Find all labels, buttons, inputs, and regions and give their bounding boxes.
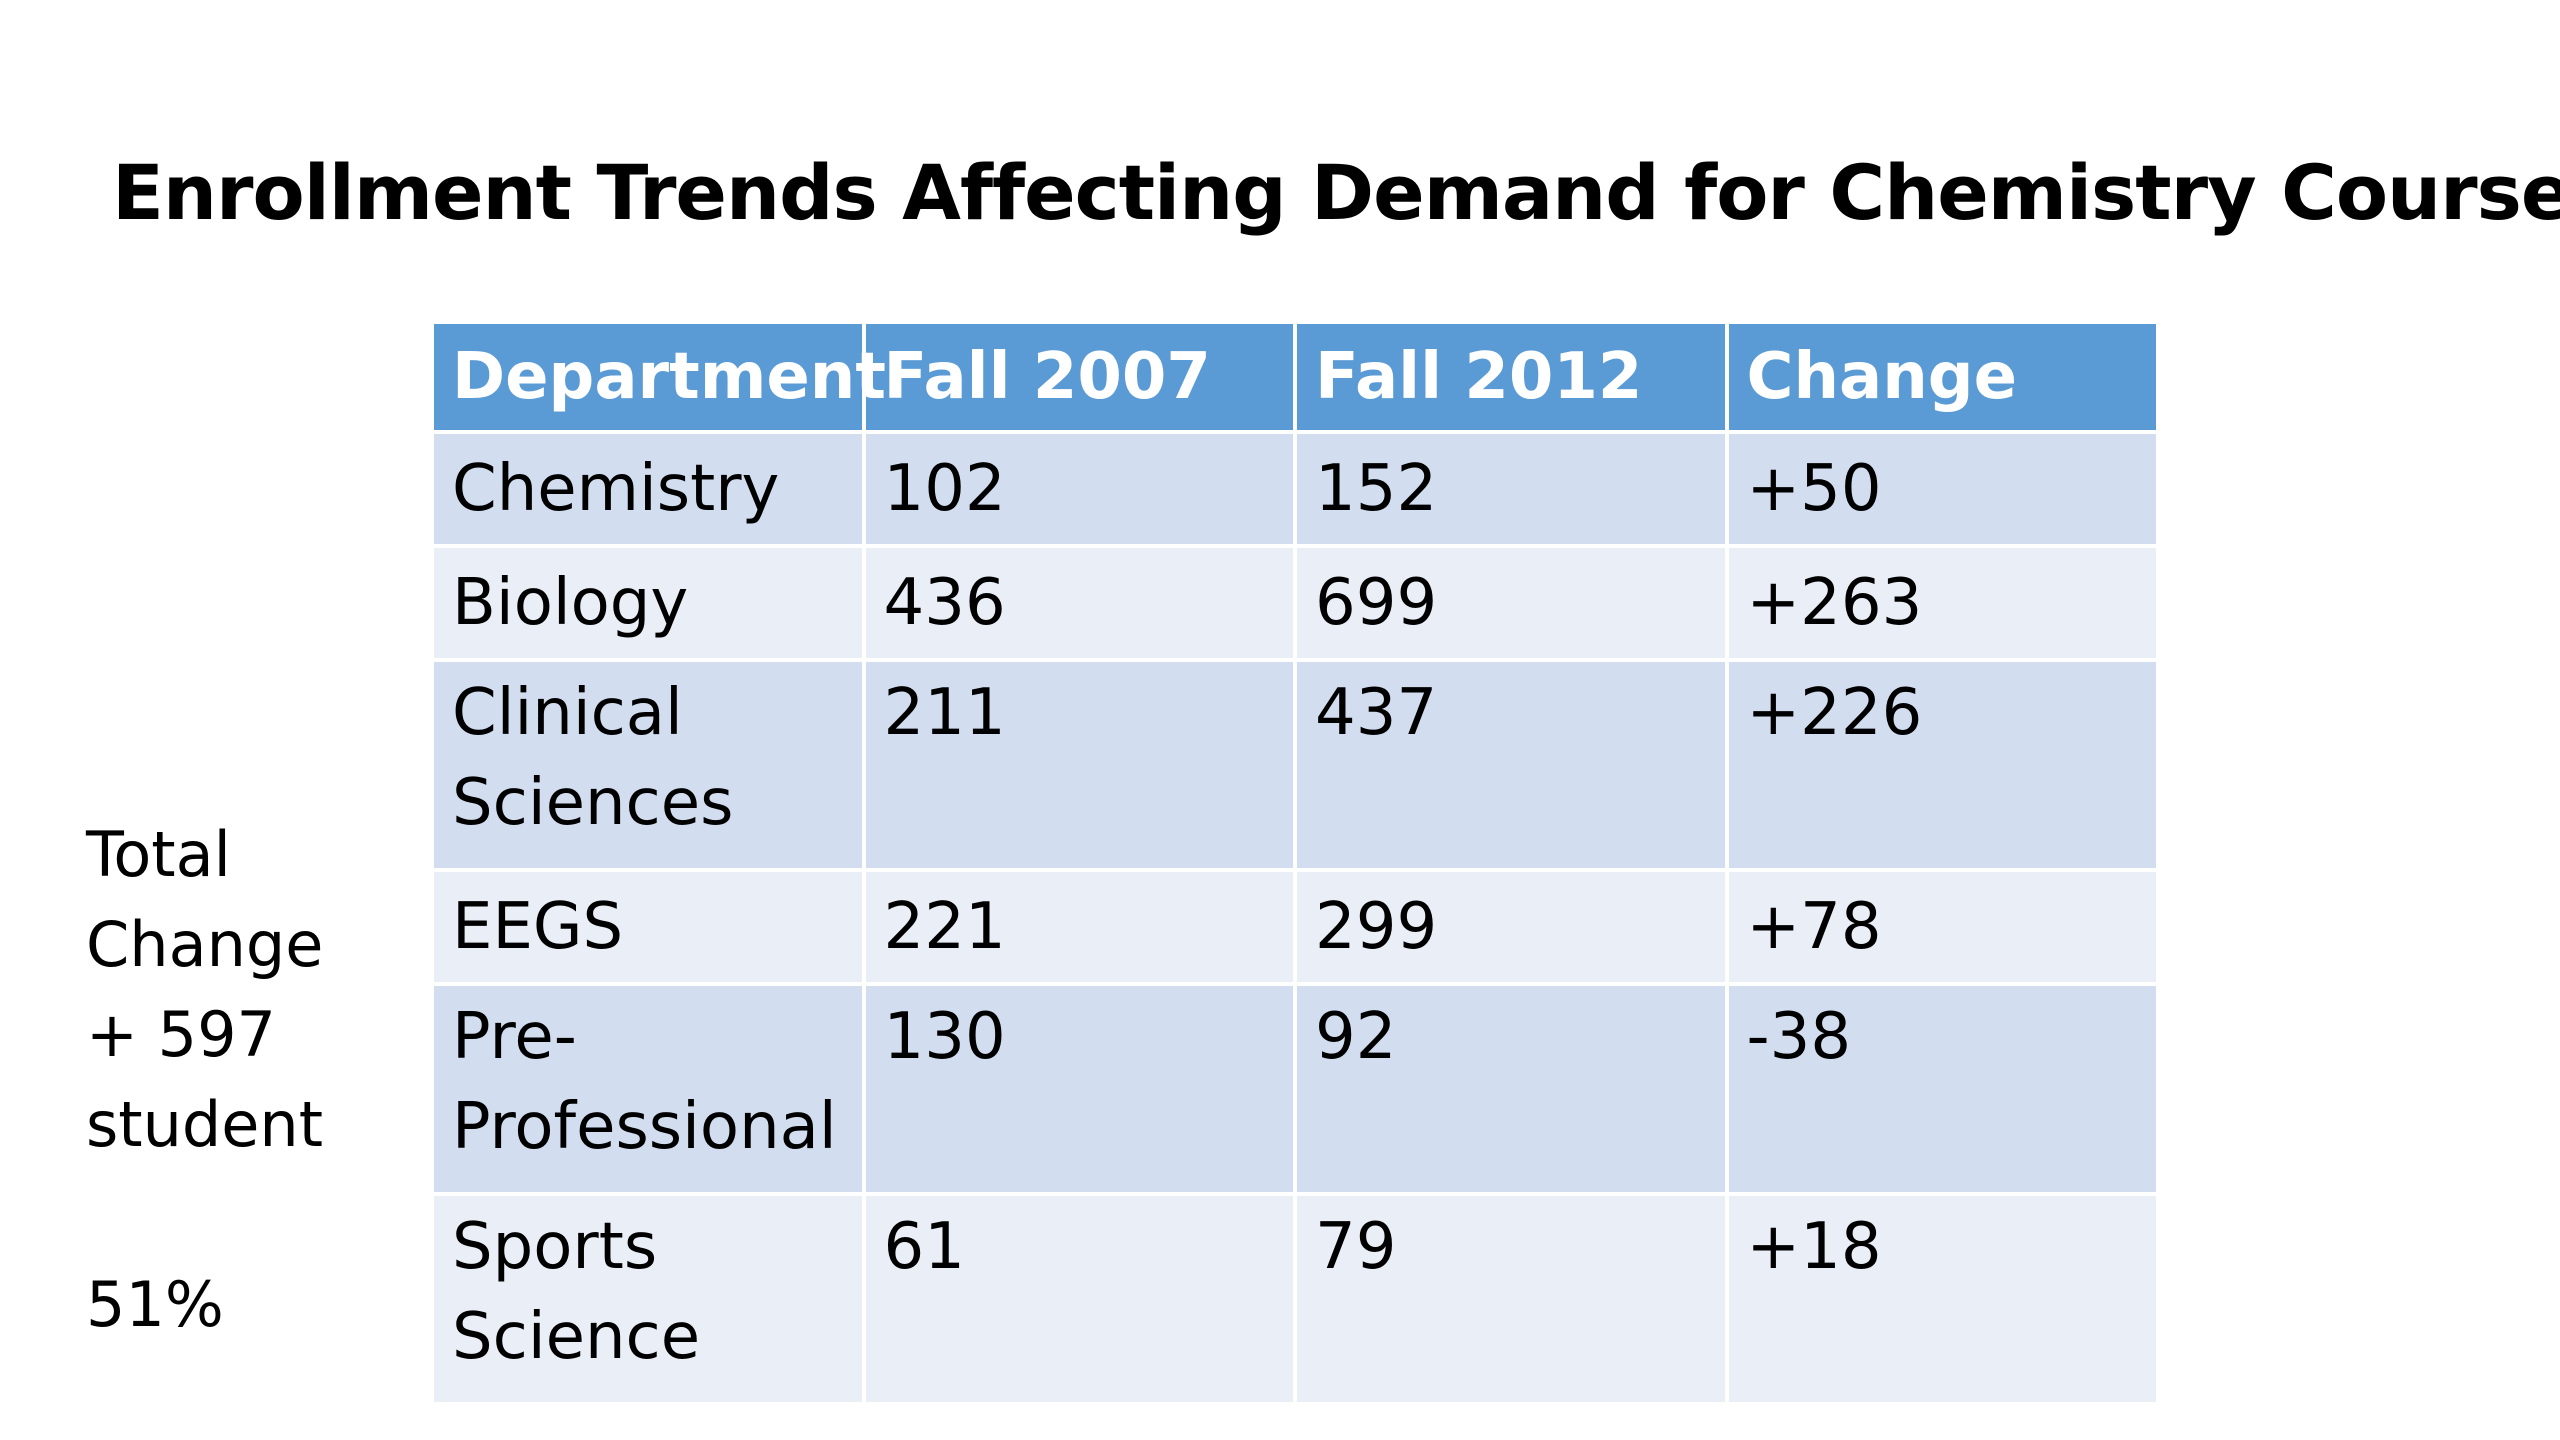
cell-fall-2007: 436 xyxy=(861,544,1297,662)
cell-fall-2007: 61 xyxy=(861,1192,1297,1406)
header-change: Change xyxy=(1724,320,2160,434)
note-spacer xyxy=(86,1170,323,1260)
header-department: Department xyxy=(430,320,886,434)
cell-fall-2012: 79 xyxy=(1293,1192,1729,1406)
cell-department: Pre-Professional xyxy=(430,982,866,1196)
cell-fall-2007: 130 xyxy=(861,982,1297,1196)
cell-change: +18 xyxy=(1724,1192,2160,1406)
note-line-change: Change xyxy=(86,908,324,981)
header-fall-2012: Fall 2012 xyxy=(1293,320,1729,434)
cell-change: +50 xyxy=(1724,430,2160,548)
cell-department: Chemistry xyxy=(430,430,866,548)
cell-change: +226 xyxy=(1724,658,2160,872)
note-line-total: Total xyxy=(86,818,231,891)
cell-fall-2012: 437 xyxy=(1293,658,1729,872)
table-row: Clinical Sciences 211 437 +226 xyxy=(430,658,2160,872)
cell-department: EEGS xyxy=(430,868,866,986)
cell-fall-2007: 102 xyxy=(861,430,1297,548)
cell-department: Biology xyxy=(430,544,866,662)
table-row: Pre-Professional 130 92 -38 xyxy=(430,982,2160,1196)
cell-change: -38 xyxy=(1724,982,2160,1196)
note-percent: 51% xyxy=(86,1268,224,1341)
table-header-row: Department Fall 2007 Fall 2012 Change xyxy=(430,320,2160,434)
total-change-note: Total Change + 597 student 51% xyxy=(86,810,323,1350)
table-row: Biology 436 699 +263 xyxy=(430,544,2160,662)
cell-change: +263 xyxy=(1724,544,2160,662)
table-row: Chemistry 102 152 +50 xyxy=(430,430,2160,548)
cell-fall-2007: 211 xyxy=(861,658,1297,872)
cell-fall-2012: 92 xyxy=(1293,982,1729,1196)
cell-department: Clinical Sciences xyxy=(430,658,866,872)
cell-department: Sports Science xyxy=(430,1192,866,1406)
cell-fall-2012: 299 xyxy=(1293,868,1729,986)
cell-fall-2012: 699 xyxy=(1293,544,1729,662)
note-line-unit: student xyxy=(86,1088,324,1161)
slide-title: Enrollment Trends Affecting Demand for C… xyxy=(112,148,2560,237)
header-fall-2007: Fall 2007 xyxy=(861,320,1297,434)
note-line-amount: + 597 xyxy=(86,998,276,1071)
table-row: EEGS 221 299 +78 xyxy=(430,868,2160,986)
cell-fall-2012: 152 xyxy=(1293,430,1729,548)
enrollment-table: Department Fall 2007 Fall 2012 Change Ch… xyxy=(430,320,2160,1406)
cell-change: +78 xyxy=(1724,868,2160,986)
cell-fall-2007: 221 xyxy=(861,868,1297,986)
table-row: Sports Science 61 79 +18 xyxy=(430,1192,2160,1406)
